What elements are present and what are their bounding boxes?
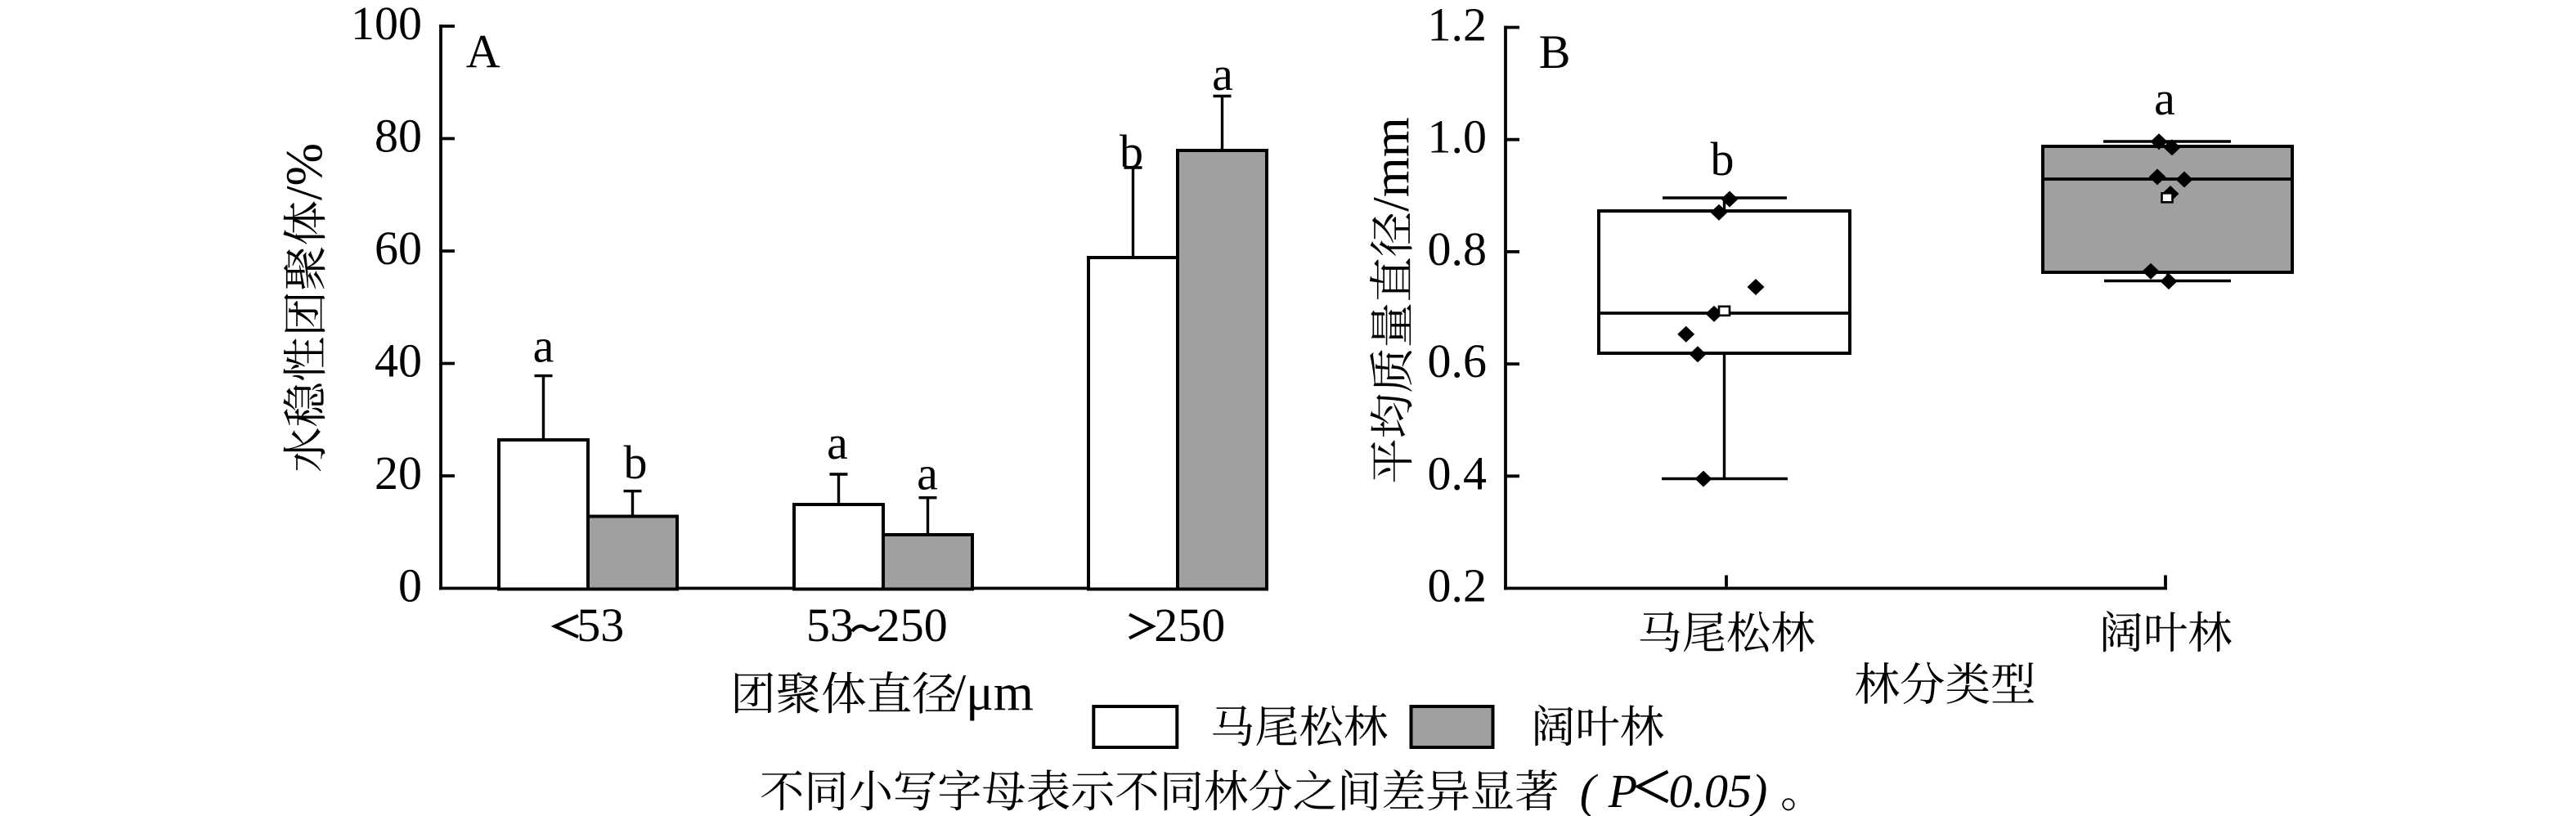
svg-text:A: A bbox=[466, 25, 500, 78]
svg-text:20: 20 bbox=[375, 446, 422, 500]
svg-text:53: 53 bbox=[806, 599, 854, 652]
svg-text:60: 60 bbox=[375, 222, 422, 275]
svg-text:a: a bbox=[917, 447, 938, 500]
svg-text:0.4: 0.4 bbox=[1428, 446, 1488, 500]
svg-text:250: 250 bbox=[877, 599, 948, 652]
svg-text:0.05): 0.05) bbox=[1669, 764, 1768, 816]
svg-text:/mm: /mm bbox=[1362, 117, 1420, 212]
svg-text:b: b bbox=[1711, 132, 1735, 186]
svg-text:b: b bbox=[624, 436, 648, 489]
svg-text:(: ( bbox=[1580, 764, 1599, 816]
svg-text:100: 100 bbox=[351, 0, 422, 50]
svg-text:P: P bbox=[1608, 764, 1637, 816]
svg-text:b: b bbox=[1120, 125, 1143, 178]
svg-text:250: 250 bbox=[1154, 599, 1225, 652]
svg-text:1.0: 1.0 bbox=[1428, 110, 1488, 164]
svg-text:40: 40 bbox=[375, 334, 422, 388]
svg-text:a: a bbox=[827, 416, 848, 469]
svg-text:80: 80 bbox=[375, 110, 422, 163]
svg-text:/μm: /μm bbox=[952, 664, 1034, 721]
svg-text:1.2: 1.2 bbox=[1428, 0, 1488, 52]
svg-text:a: a bbox=[2154, 72, 2175, 125]
svg-text:53: 53 bbox=[577, 599, 624, 652]
svg-text:a: a bbox=[1212, 47, 1233, 101]
svg-text:0.2: 0.2 bbox=[1428, 559, 1488, 612]
svg-text:/%: /% bbox=[276, 143, 333, 200]
svg-text:0.6: 0.6 bbox=[1428, 334, 1488, 388]
svg-text:0.8: 0.8 bbox=[1428, 222, 1488, 276]
svg-text:0: 0 bbox=[398, 559, 422, 612]
svg-text:a: a bbox=[533, 320, 554, 373]
svg-text:B: B bbox=[1539, 25, 1571, 78]
